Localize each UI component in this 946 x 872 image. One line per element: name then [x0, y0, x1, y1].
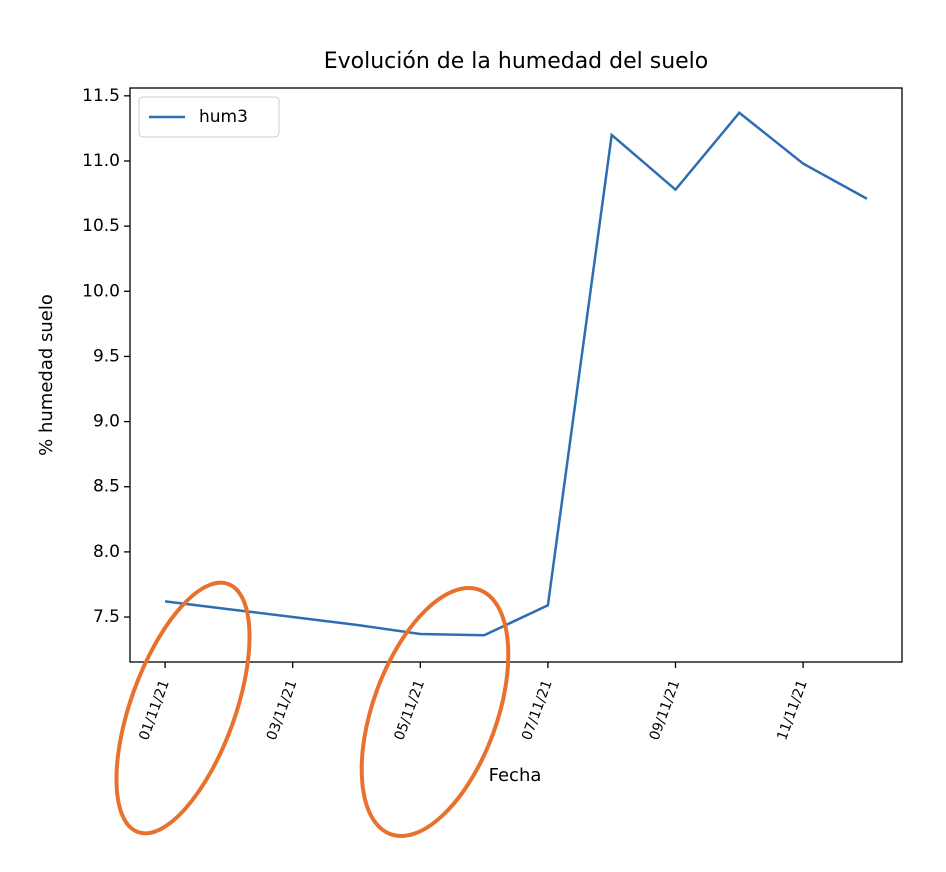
- y-tick-label: 9.0: [93, 412, 120, 432]
- legend-label: hum3: [199, 107, 248, 127]
- x-tick-label: 09/11/21: [647, 678, 684, 743]
- legend-box: [138, 96, 280, 138]
- x-axis-label: Fecha: [489, 765, 542, 786]
- y-tick-label: 11.0: [82, 151, 120, 171]
- highlight-ellipse: [359, 586, 511, 838]
- x-tick-label: 11/11/21: [774, 678, 811, 743]
- highlight-ellipse: [114, 580, 252, 836]
- y-tick-label: 7.5: [93, 607, 120, 627]
- y-tick-label: 8.0: [93, 542, 120, 562]
- y-tick-label: 8.5: [93, 477, 120, 497]
- x-tick-label: 07/11/21: [519, 678, 556, 743]
- plot-area: [164, 111, 868, 637]
- x-tick-label: 05/11/21: [392, 678, 429, 743]
- axes-frame: [129, 87, 903, 663]
- y-tick-label: 10.0: [82, 281, 120, 301]
- x-tick-label: 01/11/21: [136, 678, 173, 743]
- y-tick-label: 10.5: [82, 216, 120, 236]
- y-axis-label: % humedad suelo: [36, 294, 57, 456]
- y-tick-label: 11.5: [82, 86, 120, 106]
- y-tick-label: 9.5: [93, 346, 120, 366]
- chart-title: Evolución de la humedad del suelo: [324, 49, 709, 74]
- line: [164, 111, 868, 637]
- x-tick-label: 03/11/21: [264, 678, 301, 743]
